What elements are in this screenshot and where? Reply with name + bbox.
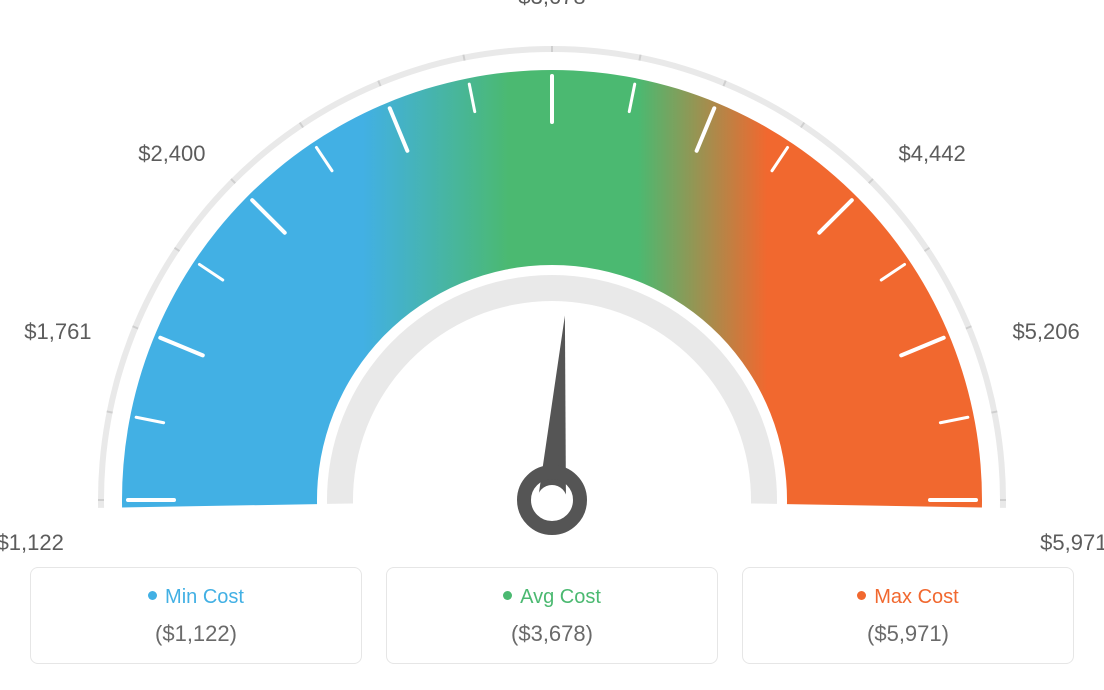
tick-label: $1,122: [0, 530, 64, 556]
legend-label-min: Min Cost: [165, 586, 244, 608]
legend-title-avg: Avg Cost: [397, 586, 707, 609]
legend-title-max: Max Cost: [753, 586, 1063, 609]
legend-value-min: ($1,122): [41, 621, 351, 647]
legend-label-max: Max Cost: [874, 586, 958, 608]
tick-label: $3,678: [518, 0, 585, 10]
legend-card-max: Max Cost ($5,971): [742, 567, 1074, 664]
legend-row: Min Cost ($1,122) Avg Cost ($3,678) Max …: [30, 567, 1074, 664]
tick-label: $5,206: [1012, 319, 1079, 345]
tick-label: $1,761: [24, 319, 91, 345]
legend-value-max: ($5,971): [753, 621, 1063, 647]
gauge: [0, 0, 1104, 560]
dot-icon: [503, 591, 512, 600]
tick-label: $4,442: [898, 141, 965, 167]
tick-label: $5,971: [1040, 530, 1104, 556]
dot-icon: [857, 591, 866, 600]
tick-label: $2,400: [138, 141, 205, 167]
legend-value-avg: ($3,678): [397, 621, 707, 647]
legend-card-min: Min Cost ($1,122): [30, 567, 362, 664]
legend-title-min: Min Cost: [41, 586, 351, 609]
legend-label-avg: Avg Cost: [520, 586, 601, 608]
dot-icon: [148, 591, 157, 600]
legend-card-avg: Avg Cost ($3,678): [386, 567, 718, 664]
gauge-chart-container: $1,122 $1,761 $2,400 $3,678 $4,442 $5,206 $5,9…: [0, 0, 1104, 690]
